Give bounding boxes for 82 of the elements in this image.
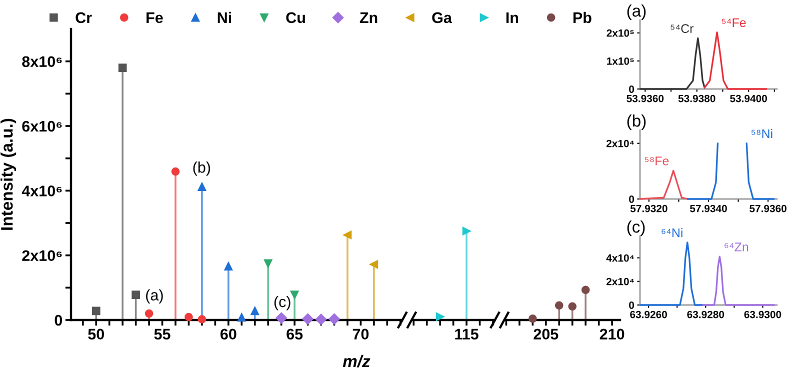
y-tick-label: 1x10⁵ (607, 57, 634, 65)
y-tick-label: 8x10⁶ (22, 56, 62, 68)
line-series (639, 170, 688, 200)
point (184, 312, 193, 322)
point (250, 306, 260, 316)
legend-label: Ga (432, 12, 452, 24)
x-tick-label: 57.9340 (690, 204, 727, 212)
series-label: ⁵⁴Cr (670, 24, 694, 33)
y-tick-label: 0 (629, 302, 634, 309)
y-tick-label: 2x10⁴ (606, 278, 634, 286)
legend-label: Ni (218, 12, 232, 23)
chart-title: (b) (627, 114, 646, 130)
series-label: ⁵⁸Fe (644, 156, 669, 166)
line-series (639, 242, 704, 306)
annotation: (c) (274, 296, 290, 310)
y-tick-label: 2x10⁶ (22, 250, 62, 262)
series-label: ⁵⁴Fe (722, 18, 746, 28)
point (237, 313, 246, 322)
line-series (639, 37, 706, 90)
x-tick-label: 70 (352, 328, 369, 340)
point (171, 167, 180, 176)
y-tick-label: 0 (54, 314, 62, 326)
y-tick-label: 2x10⁵ (606, 29, 634, 37)
point (528, 314, 537, 323)
point (568, 302, 577, 311)
y-tick-label: 4x10⁶ (22, 186, 62, 196)
legend-label: Cu (286, 12, 305, 24)
point (224, 262, 233, 270)
line-series (704, 32, 768, 90)
x-tick-label: 63.9260 (630, 310, 667, 318)
point (132, 290, 140, 299)
x-tick-label: 65 (286, 328, 303, 340)
x-tick-label: 53.9360 (626, 94, 664, 102)
x-tick-label: 57.9360 (750, 204, 786, 212)
legend-label: Zn (360, 12, 378, 23)
x-tick-label: 55 (154, 328, 170, 340)
point (264, 259, 272, 268)
point (198, 315, 206, 324)
point (276, 312, 287, 324)
legend-label: Fe (146, 12, 163, 24)
y-axis-title: Intensity (a.u.) (0, 118, 16, 230)
y-tick-label: 4x10⁴ (606, 254, 634, 262)
chart-title: (c) (627, 220, 645, 236)
legend-label: Pb (573, 12, 592, 24)
series-label: ⁶⁴Ni (662, 228, 682, 238)
point (581, 286, 590, 294)
point (328, 313, 340, 325)
point (302, 313, 314, 325)
point (554, 301, 564, 310)
series-label: ⁵⁸Ni (751, 128, 772, 138)
chart-title: (a) (627, 4, 646, 20)
point (462, 226, 471, 236)
x-tick-label: 60 (220, 328, 236, 340)
x-tick-label: 53.9400 (730, 94, 767, 102)
x-tick-label: 63.9280 (687, 310, 724, 318)
x-tick-label: 50 (88, 328, 104, 340)
point (92, 306, 100, 316)
x-tick-label: 210 (600, 328, 624, 340)
series-label: ⁶⁴Zn (724, 242, 748, 252)
point (198, 182, 206, 191)
annotation: (a) (146, 289, 163, 304)
x-tick-label: 57.9320 (630, 204, 668, 212)
point (118, 64, 127, 72)
x-tick-label: 63.9300 (744, 310, 782, 318)
point (144, 309, 154, 318)
point (436, 312, 444, 321)
point (343, 230, 352, 240)
x-tick-label: 115 (455, 328, 478, 340)
x-tick-label: 205 (534, 328, 558, 340)
legend-label: Cr (76, 12, 92, 24)
point (315, 314, 327, 325)
x-axis-title: m/z (342, 354, 370, 368)
x-tick-label: 53.9380 (678, 94, 716, 102)
y-tick-label: 0 (629, 196, 634, 203)
y-tick-label: 2x10⁴ (606, 140, 634, 148)
point (290, 290, 299, 299)
y-tick-label: 0 (629, 86, 634, 93)
line-series (702, 256, 775, 306)
legend-label: In (506, 12, 518, 23)
annotation: (b) (193, 162, 210, 176)
point (370, 260, 378, 269)
y-tick-label: 6x10⁶ (22, 120, 62, 132)
